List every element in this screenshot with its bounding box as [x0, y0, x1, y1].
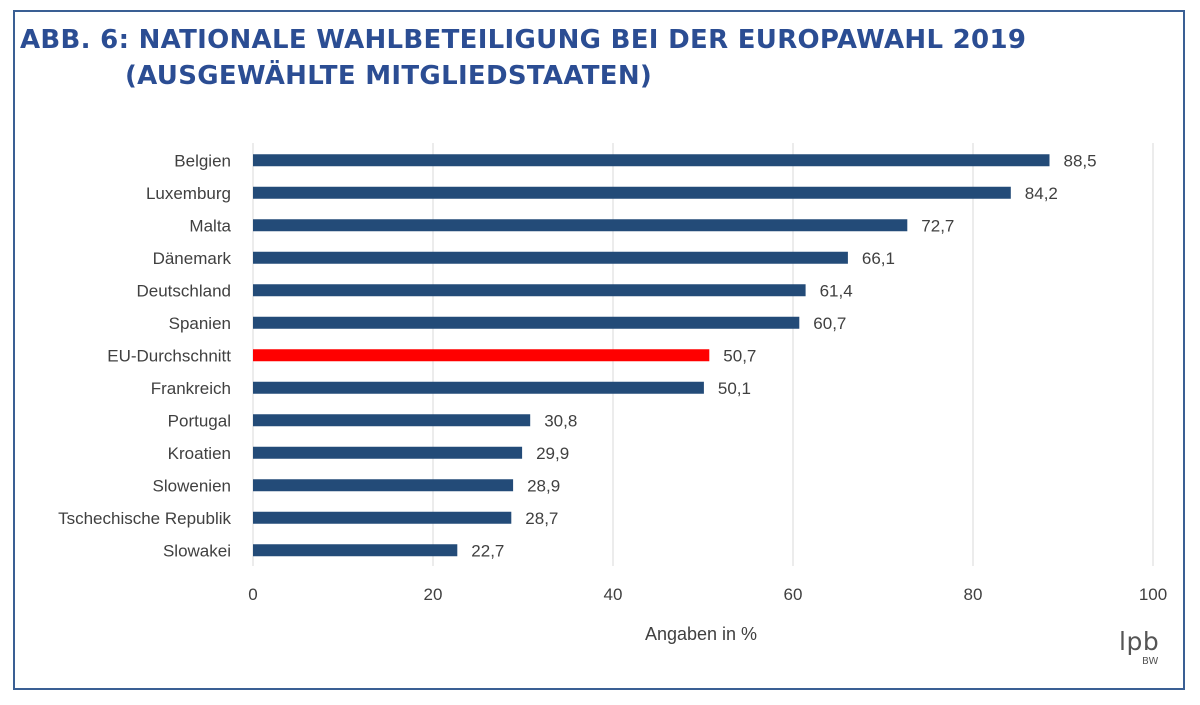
x-axis-label: Angaben in % [645, 624, 757, 644]
category-label: Slowenien [153, 476, 231, 495]
category-label: Slowakei [163, 541, 231, 560]
bar [253, 479, 514, 492]
chart-title-line-2: (AUSGEWÄHLTE MITGLIEDSTAATEN) [125, 61, 653, 91]
value-label: 72,7 [921, 216, 954, 235]
bar [253, 446, 523, 459]
x-tick-label: 40 [604, 585, 623, 604]
lpb-logo: lpb BW [1119, 628, 1179, 678]
x-tick-label: 80 [964, 585, 983, 604]
value-label: 29,9 [536, 444, 569, 463]
chart-title: ABB. 6: NATIONALE WAHLBETEILIGUNG BEI DE… [20, 22, 1026, 94]
bar [253, 414, 531, 427]
value-label: 28,9 [527, 476, 560, 495]
value-label: 61,4 [820, 281, 853, 300]
x-tick-label: 100 [1139, 585, 1167, 604]
bar [253, 284, 806, 297]
bar [253, 154, 1050, 167]
category-label: EU-Durchschnitt [107, 346, 231, 365]
bar [253, 219, 908, 232]
value-label: 50,7 [723, 346, 756, 365]
category-label: Luxemburg [146, 184, 231, 203]
x-tick-label: 20 [424, 585, 443, 604]
category-label: Dänemark [153, 249, 232, 268]
x-tick-label: 0 [248, 585, 257, 604]
value-label: 66,1 [862, 249, 895, 268]
category-label: Malta [189, 216, 231, 235]
bar [253, 251, 848, 264]
value-label: 30,8 [544, 411, 577, 430]
value-label: 88,5 [1064, 151, 1097, 170]
category-label: Portugal [168, 411, 231, 430]
category-label: Deutschland [136, 281, 231, 300]
category-label: Kroatien [168, 444, 231, 463]
chart-title-line-1: ABB. 6: NATIONALE WAHLBETEILIGUNG BEI DE… [20, 25, 1027, 55]
logo-bw-text: BW [1142, 656, 1159, 667]
bar [253, 316, 800, 329]
bar [253, 511, 512, 524]
value-label: 50,1 [718, 379, 751, 398]
category-label: Belgien [174, 151, 231, 170]
category-label: Spanien [169, 314, 231, 333]
bar [253, 186, 1011, 199]
category-label: Frankreich [151, 379, 231, 398]
logo-lpb-text: lpb [1119, 627, 1160, 656]
value-label: 84,2 [1025, 184, 1058, 203]
bar [253, 349, 710, 362]
category-label: Tschechische Republik [58, 509, 231, 528]
bar [253, 381, 704, 394]
value-label: 60,7 [813, 314, 846, 333]
value-label: 28,7 [525, 509, 558, 528]
bar [253, 544, 458, 557]
value-label: 22,7 [471, 541, 504, 560]
x-tick-label: 60 [784, 585, 803, 604]
